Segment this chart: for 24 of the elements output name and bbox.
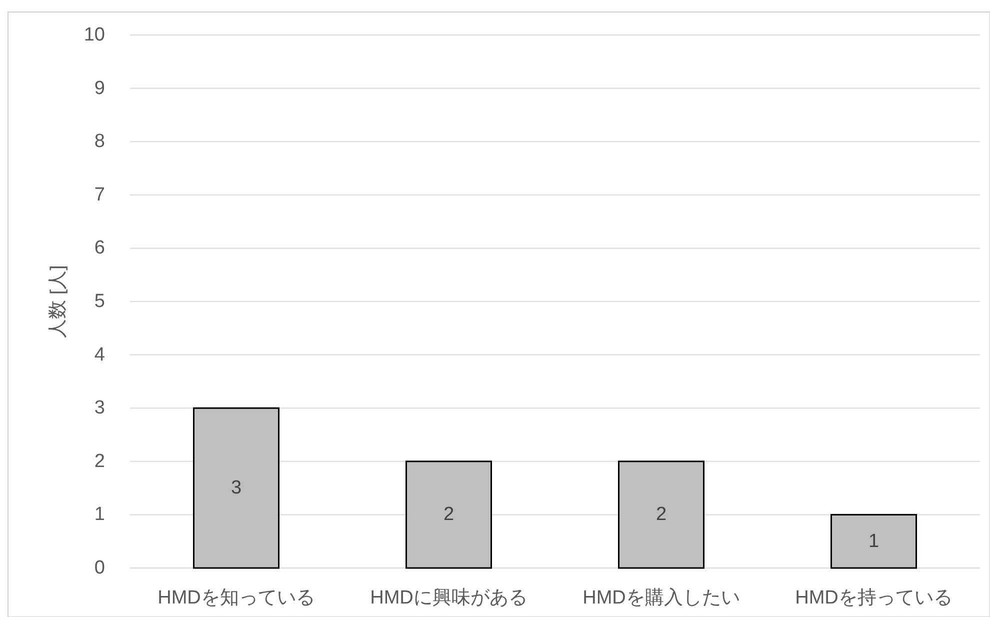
y-tick-label: 0 xyxy=(94,558,105,578)
bar xyxy=(618,460,704,569)
data-label: 2 xyxy=(656,504,667,526)
y-tick-label: 5 xyxy=(94,291,105,312)
y-tick-label: 8 xyxy=(94,131,105,152)
data-label: 3 xyxy=(230,478,242,499)
y-tick-label: 6 xyxy=(94,238,105,259)
y-tick-label: 10 xyxy=(84,24,105,46)
x-tick-label: HMDを購入したい xyxy=(582,588,740,608)
data-label: 1 xyxy=(868,530,880,552)
x-tick-label: HMDを持っている xyxy=(795,588,952,608)
y-tick-label: 4 xyxy=(94,344,106,366)
y-tick-label: 1 xyxy=(94,504,105,526)
y-tick-label: 7 xyxy=(94,184,105,206)
bar xyxy=(406,460,492,569)
bar xyxy=(193,407,280,569)
y-tick-label: 2 xyxy=(94,450,105,472)
data-label: 2 xyxy=(443,504,454,526)
y-tick-label: 9 xyxy=(94,78,105,99)
x-tick-label: HMDに興味がある xyxy=(370,588,528,608)
bar xyxy=(830,514,917,569)
y-axis-title: 人数 [人] xyxy=(48,265,68,338)
x-tick-label: HMDを知っている xyxy=(158,588,315,608)
y-tick-label: 3 xyxy=(94,398,105,419)
